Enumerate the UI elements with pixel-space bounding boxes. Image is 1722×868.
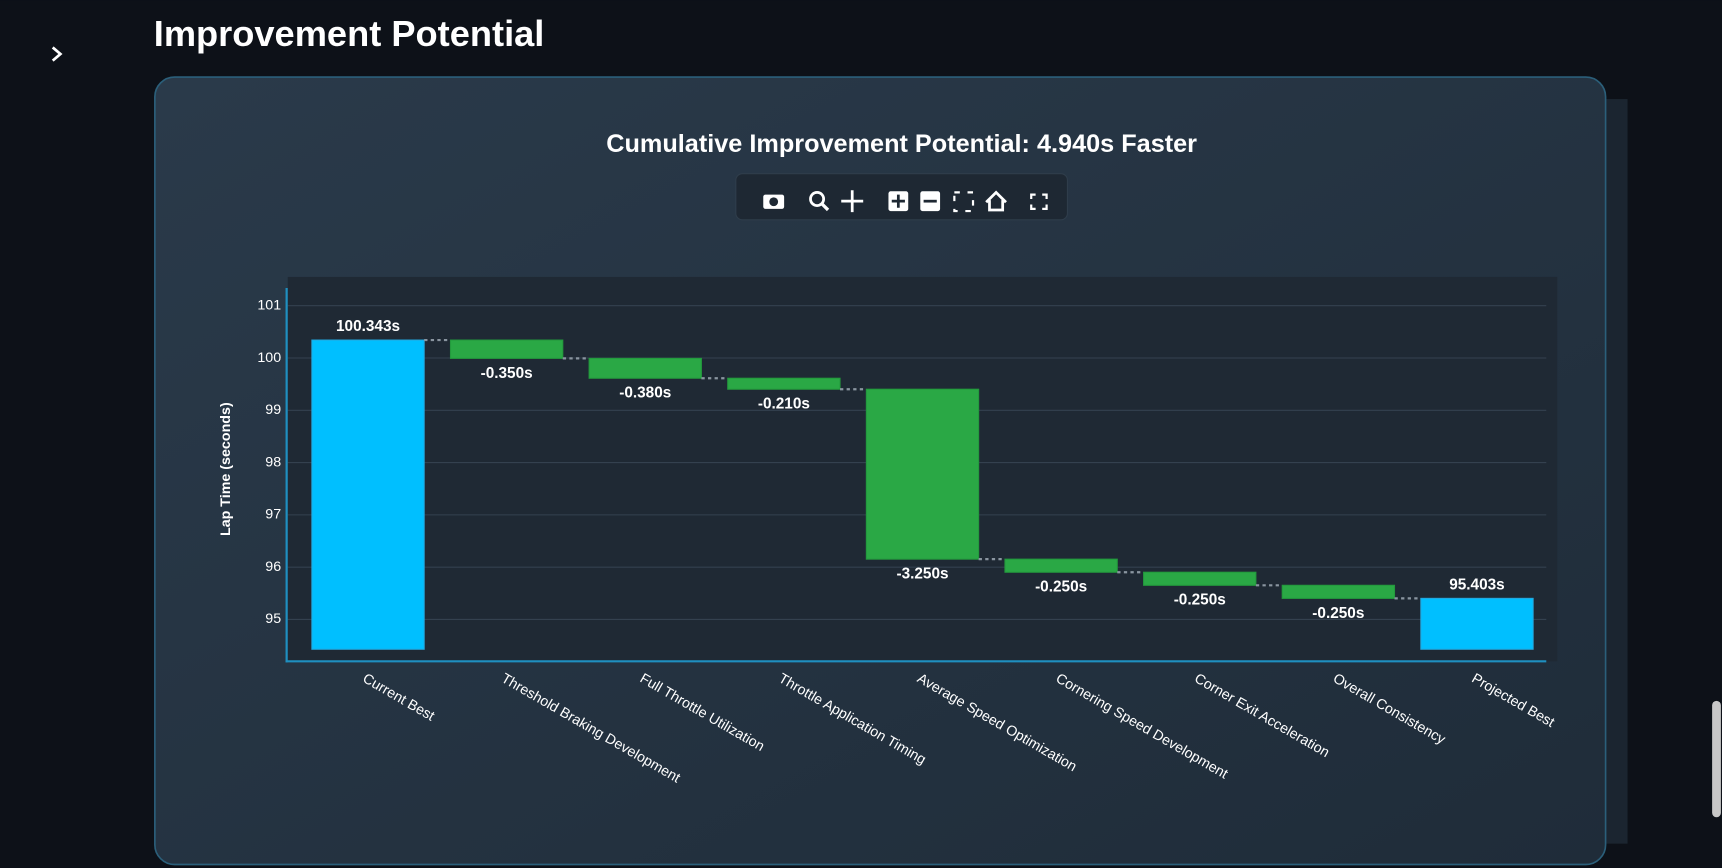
chart-title: Cumulative Improvement Potential: 4.940s… bbox=[606, 130, 1197, 158]
value-label: -0.250s bbox=[1035, 579, 1087, 596]
value-label: 95.403s bbox=[1449, 576, 1505, 593]
value-label: -0.380s bbox=[619, 385, 671, 402]
fullscreen-icon[interactable] bbox=[1030, 193, 1048, 210]
autoscale-icon[interactable] bbox=[953, 191, 975, 213]
toolbar bbox=[735, 173, 1069, 221]
value-label: 100.343s bbox=[336, 318, 400, 335]
value-label: -0.210s bbox=[758, 396, 810, 413]
zoom-handle bbox=[820, 202, 830, 212]
zoom-in-plus bbox=[891, 194, 905, 208]
bar bbox=[1143, 571, 1257, 586]
bar bbox=[311, 339, 425, 650]
y-tick-label: 100 bbox=[257, 350, 281, 366]
value-label: -0.250s bbox=[1312, 605, 1364, 622]
bar bbox=[1004, 558, 1118, 573]
page-heading: Improvement Potential bbox=[154, 13, 545, 54]
bar bbox=[1281, 584, 1396, 599]
y-tick-label: 98 bbox=[265, 454, 281, 470]
y-tick-label: 99 bbox=[265, 402, 281, 418]
y-tick-label: 95 bbox=[265, 611, 281, 627]
sidebar-toggle[interactable] bbox=[51, 46, 63, 62]
home-icon[interactable] bbox=[985, 190, 1007, 212]
y-tick-label: 97 bbox=[265, 507, 281, 523]
zoom-icon[interactable] bbox=[809, 191, 826, 207]
bar bbox=[1420, 597, 1534, 650]
bar bbox=[449, 339, 564, 359]
value-label: -3.250s bbox=[896, 566, 948, 583]
bar bbox=[865, 388, 980, 560]
value-label: -0.350s bbox=[481, 365, 533, 382]
scrollbar-thumb[interactable] bbox=[1712, 700, 1721, 818]
value-label: -0.250s bbox=[1174, 592, 1226, 609]
bar bbox=[588, 357, 702, 379]
bar bbox=[727, 377, 841, 390]
y-axis-title: Lap Time (seconds) bbox=[218, 402, 234, 536]
pan-icon[interactable] bbox=[841, 190, 864, 213]
y-tick-label: 96 bbox=[265, 559, 281, 575]
y-tick-label: 101 bbox=[257, 297, 281, 313]
camera-lens bbox=[769, 197, 779, 207]
